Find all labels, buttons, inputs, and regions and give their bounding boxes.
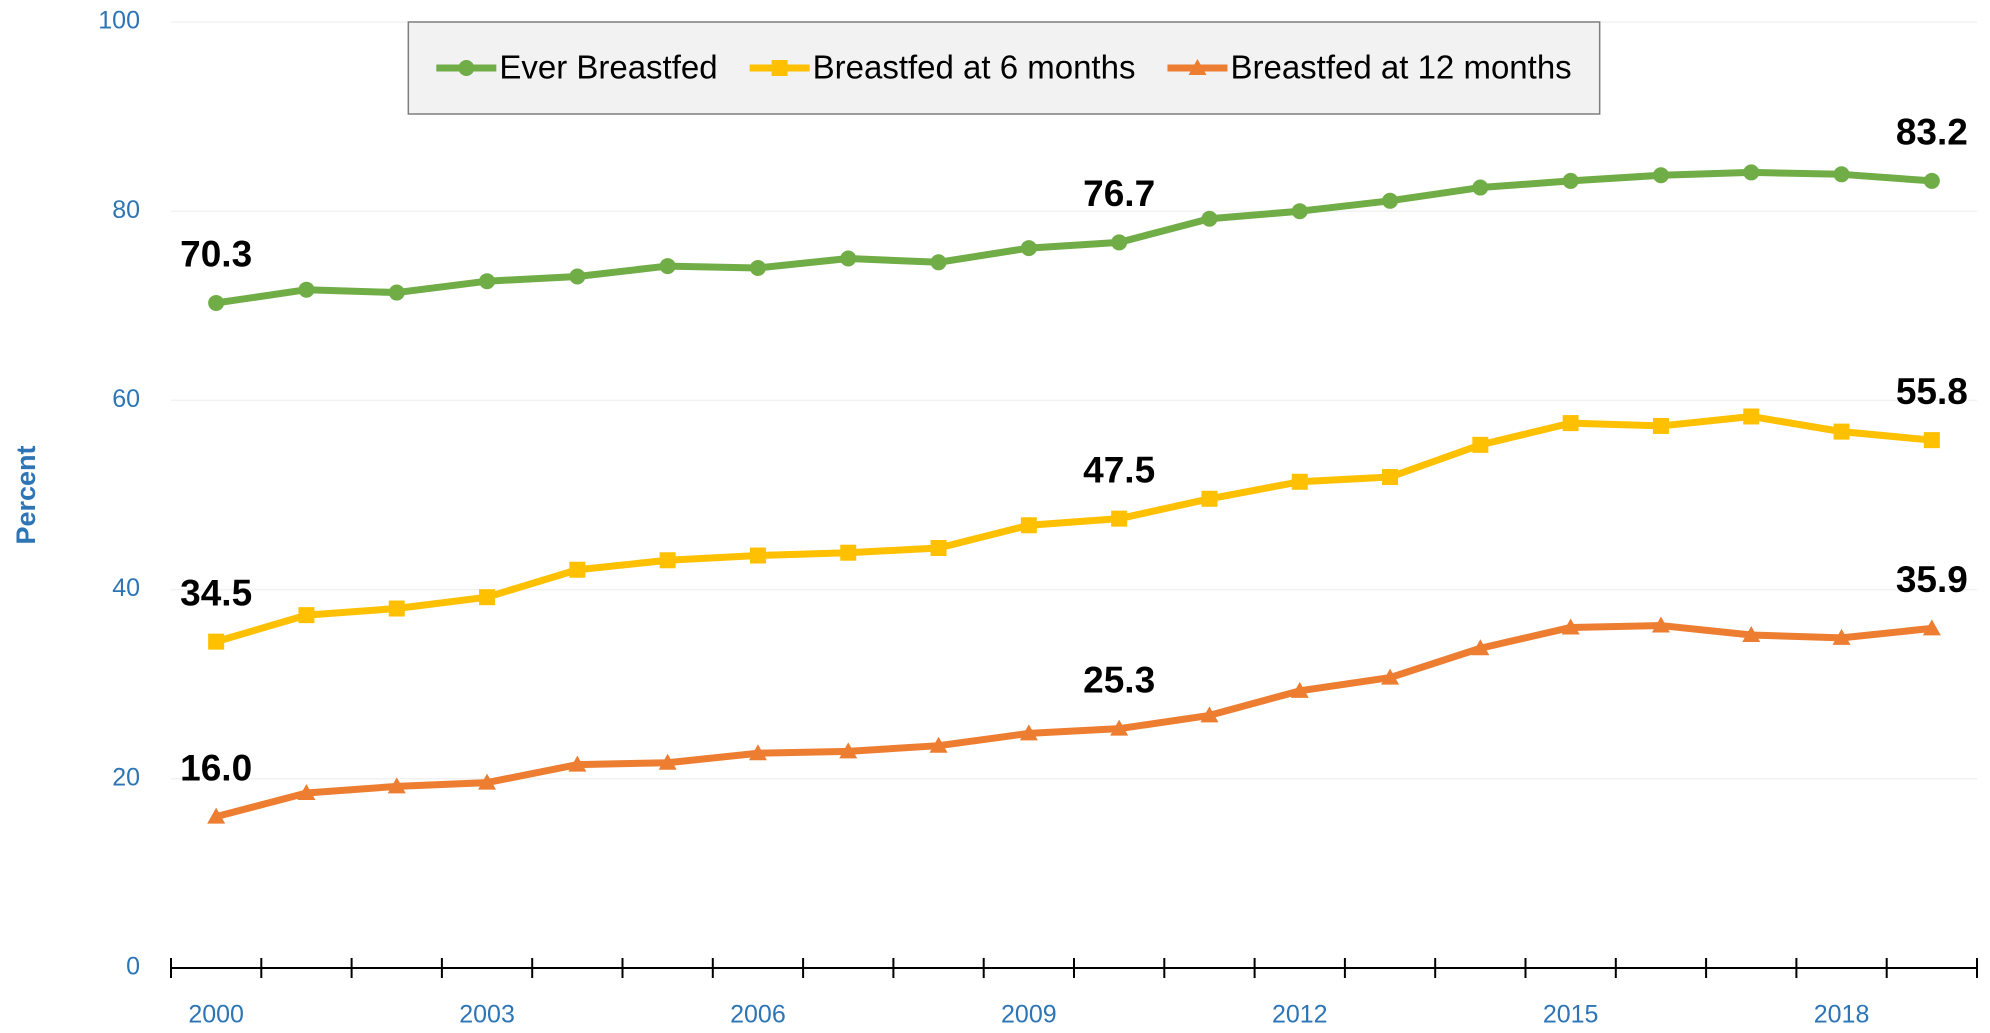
data-label: 47.5 xyxy=(1083,449,1155,490)
data-label: 35.9 xyxy=(1896,559,1968,600)
legend-box xyxy=(407,21,1601,115)
x-tick-label: 2003 xyxy=(459,1001,515,1029)
marker xyxy=(749,547,766,564)
series-line xyxy=(215,412,1933,645)
y-tick-label: 60 xyxy=(112,385,140,413)
marker xyxy=(1382,469,1399,486)
marker xyxy=(658,753,677,770)
marker xyxy=(1652,167,1669,184)
marker xyxy=(1472,179,1489,196)
x-tick-label: 2015 xyxy=(1543,1001,1599,1029)
marker xyxy=(1833,166,1850,183)
marker xyxy=(1019,724,1038,741)
marker xyxy=(1832,628,1851,645)
data-label: 83.2 xyxy=(1896,112,1968,153)
marker xyxy=(1201,490,1218,507)
marker xyxy=(929,736,948,753)
x-tick-label: 2006 xyxy=(730,1001,786,1029)
legend-label: Breastfed at 6 months xyxy=(813,49,1136,86)
marker xyxy=(839,742,858,759)
marker xyxy=(1291,203,1308,220)
marker xyxy=(298,281,315,298)
marker xyxy=(1381,668,1400,685)
data-label: 34.5 xyxy=(180,572,252,613)
marker xyxy=(659,552,676,569)
y-tick-label: 0 xyxy=(126,953,140,981)
legend-label: Breastfed at 12 months xyxy=(1230,49,1571,86)
x-tick-label: 2000 xyxy=(188,1001,244,1029)
marker xyxy=(1471,639,1490,656)
marker xyxy=(458,60,475,76)
series-line xyxy=(215,168,1933,307)
marker xyxy=(478,773,497,790)
marker xyxy=(208,633,225,650)
marker xyxy=(1743,408,1760,425)
legend-item: Breastfed at 12 months xyxy=(1167,49,1572,86)
marker xyxy=(479,273,496,290)
marker xyxy=(1110,719,1129,736)
marker xyxy=(749,259,766,276)
marker xyxy=(1561,618,1580,635)
legend: Ever Breastfed Breastfed at 6 months Breas… xyxy=(407,21,1601,115)
data-label: 76.7 xyxy=(1083,173,1155,214)
y-tick-label: 40 xyxy=(112,574,140,602)
legend-item: Ever Breastfed xyxy=(436,49,718,86)
marker xyxy=(840,544,857,561)
marker xyxy=(1291,473,1308,490)
marker xyxy=(1382,192,1399,209)
marker xyxy=(1833,423,1850,440)
marker xyxy=(930,254,947,271)
marker xyxy=(771,60,788,76)
legend-item: Breastfed at 6 months xyxy=(749,49,1136,86)
x-tick-label: 2009 xyxy=(1001,1001,1057,1029)
marker xyxy=(568,755,587,772)
data-label: 25.3 xyxy=(1083,659,1155,700)
marker xyxy=(387,777,406,794)
marker xyxy=(207,807,226,824)
marker xyxy=(840,250,857,267)
marker xyxy=(1290,681,1309,698)
data-label: 70.3 xyxy=(180,234,252,275)
legend-label: Ever Breastfed xyxy=(499,49,717,86)
data-label: 55.8 xyxy=(1896,371,1968,412)
marker xyxy=(1111,510,1128,527)
marker xyxy=(1562,415,1579,432)
marker xyxy=(208,294,225,311)
marker xyxy=(1652,417,1669,434)
marker xyxy=(297,783,316,800)
marker xyxy=(569,268,586,285)
x-tick-label: 2018 xyxy=(1814,1001,1870,1029)
y-axis-label: Percent xyxy=(11,445,41,544)
marker xyxy=(1743,164,1760,181)
marker xyxy=(659,258,676,275)
marker xyxy=(1020,517,1037,534)
marker xyxy=(388,284,405,301)
marker xyxy=(1020,240,1037,257)
marker xyxy=(1742,626,1761,643)
marker xyxy=(748,744,767,761)
marker xyxy=(479,589,496,606)
marker xyxy=(1188,59,1207,75)
marker xyxy=(1923,172,1940,189)
marker xyxy=(930,539,947,556)
marker xyxy=(1922,619,1941,636)
marker xyxy=(298,607,315,624)
marker xyxy=(569,561,586,578)
x-tick-label: 2012 xyxy=(1272,1001,1328,1029)
marker xyxy=(388,600,405,617)
marker xyxy=(1562,172,1579,189)
y-tick-label: 80 xyxy=(112,196,140,224)
marker xyxy=(1201,210,1218,227)
y-tick-label: 100 xyxy=(98,7,140,35)
y-tick-label: 20 xyxy=(112,763,140,791)
marker xyxy=(1111,234,1128,251)
series-line xyxy=(215,622,1933,821)
data-label: 16.0 xyxy=(180,747,252,788)
marker xyxy=(1472,436,1489,453)
marker xyxy=(1651,616,1670,633)
marker xyxy=(1923,432,1940,449)
marker xyxy=(1200,706,1219,723)
